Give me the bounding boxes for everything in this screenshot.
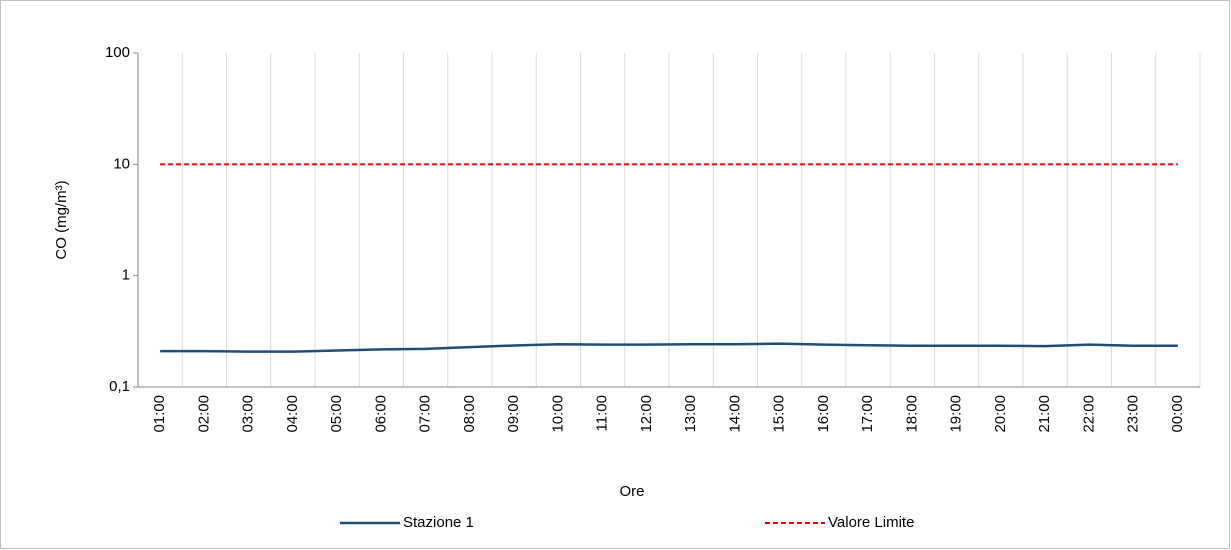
y-axis-title: CO (mg/m³) (53, 180, 70, 259)
y-tick-label: 100 (105, 44, 130, 61)
y-tick-label: 10 (113, 155, 130, 172)
x-tick-label: 21:00 (1036, 395, 1053, 433)
x-tick-label: 22:00 (1080, 395, 1097, 433)
x-tick-label: 11:00 (594, 395, 611, 431)
x-tick-label: 23:00 (1125, 395, 1142, 433)
x-tick-label: 14:00 (726, 395, 743, 433)
x-tick-label: 12:00 (638, 395, 655, 433)
x-tick-label: 18:00 (903, 395, 920, 433)
x-tick-label: 01:00 (151, 395, 168, 433)
x-tick-label: 07:00 (417, 395, 434, 433)
x-tick-label: 15:00 (771, 395, 788, 433)
x-tick-label: 09:00 (505, 395, 522, 433)
x-tick-label: 04:00 (284, 395, 301, 433)
series-line (160, 342, 1178, 353)
x-axis-title: Ore (619, 483, 644, 500)
legend-label: Stazione 1 (403, 514, 474, 531)
x-tick-label: 00:00 (1169, 395, 1186, 433)
x-tick-label: 05:00 (328, 395, 345, 433)
x-tick-label: 03:00 (240, 395, 257, 433)
x-tick-label: 16:00 (815, 395, 832, 433)
x-tick-label: 17:00 (859, 395, 876, 433)
x-tick-label: 08:00 (461, 395, 478, 433)
legend-label: Valore Limite (828, 514, 914, 531)
x-tick-label: 19:00 (948, 395, 965, 433)
x-tick-label: 20:00 (992, 395, 1009, 433)
x-tick-label: 10:00 (549, 395, 566, 433)
x-tick-label: 13:00 (682, 395, 699, 433)
x-tick-label: 02:00 (195, 395, 212, 433)
x-tick-label: 06:00 (372, 395, 389, 433)
y-tick-label: 1 (122, 267, 130, 284)
y-tick-label: 0,1 (109, 378, 130, 395)
